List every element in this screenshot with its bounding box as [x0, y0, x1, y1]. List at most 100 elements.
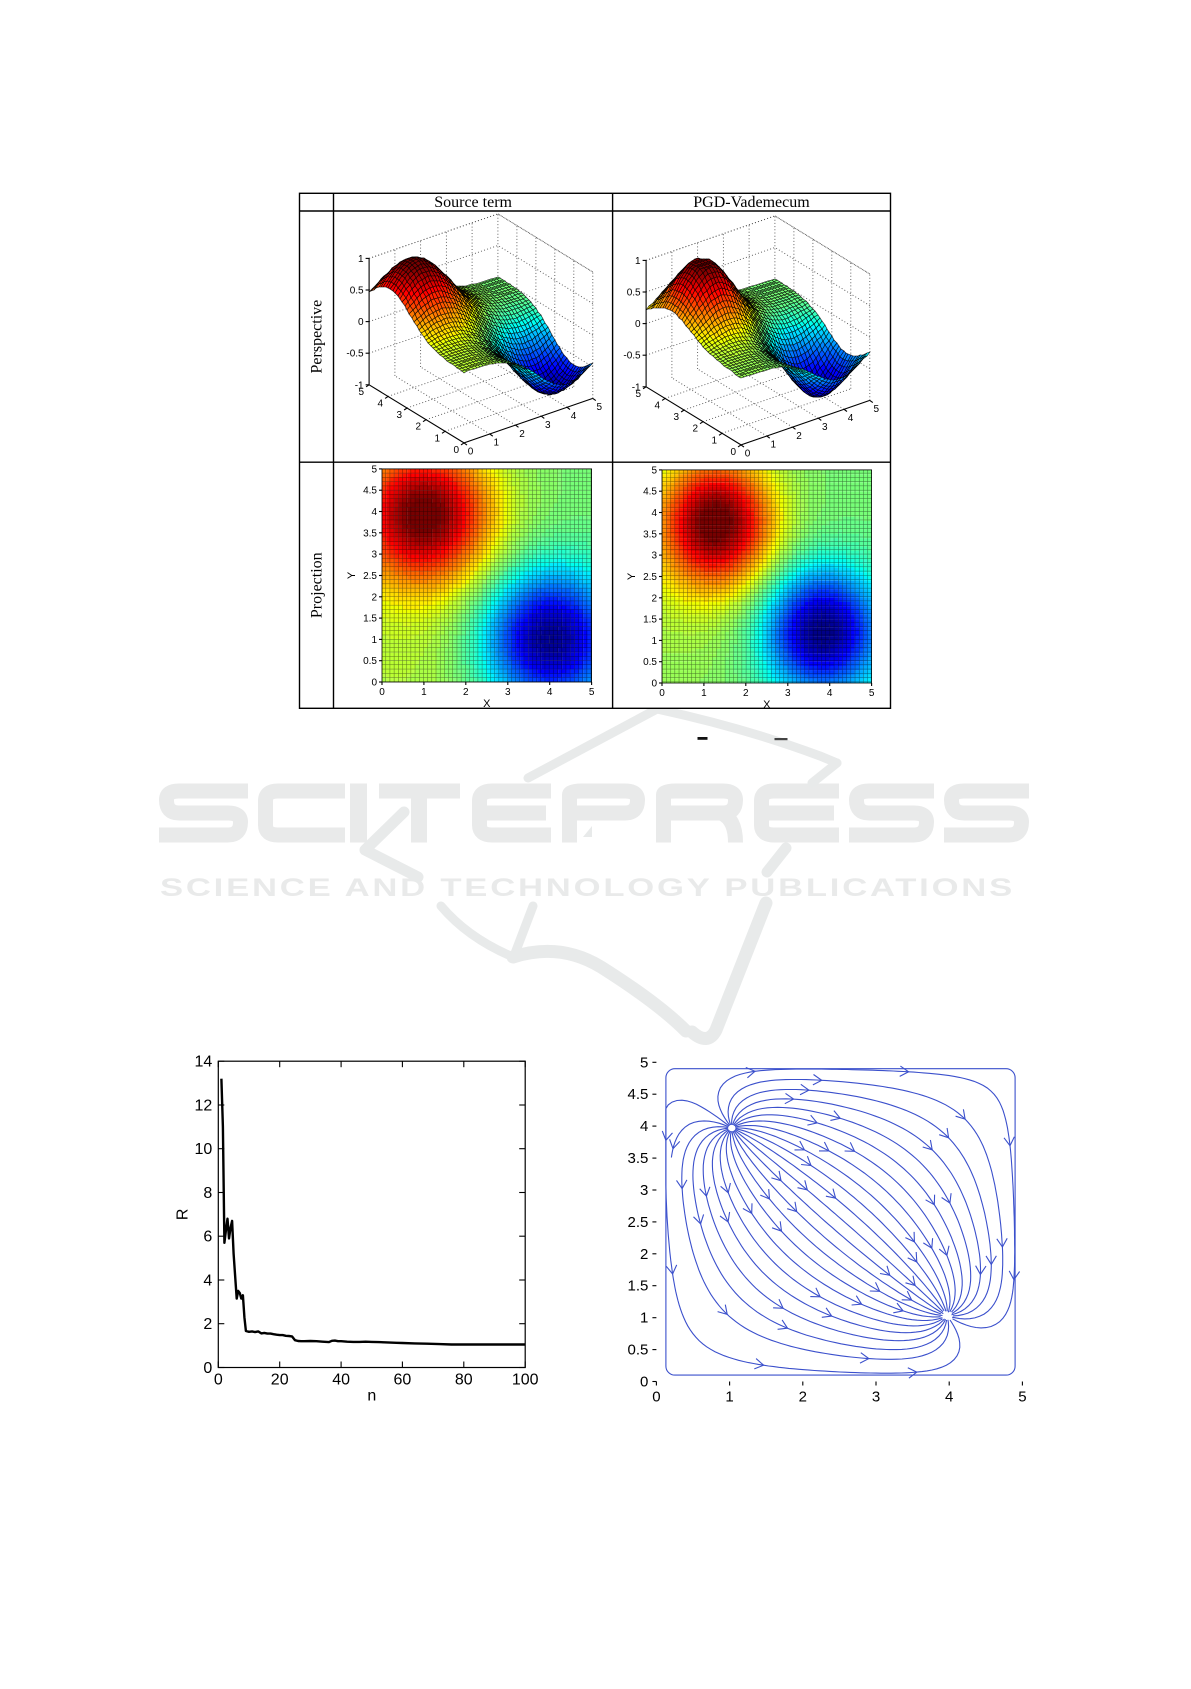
- svg-text:2: 2: [743, 688, 749, 699]
- svg-text:0: 0: [640, 1374, 648, 1391]
- svg-text:-0.5: -0.5: [623, 351, 641, 362]
- svg-text:3.5: 3.5: [643, 529, 657, 540]
- svg-text:1.5: 1.5: [628, 1278, 649, 1295]
- svg-text:1: 1: [494, 438, 500, 449]
- svg-text:60: 60: [394, 1372, 412, 1389]
- svg-text:1: 1: [358, 254, 364, 265]
- svg-text:2: 2: [796, 431, 802, 442]
- svg-text:0: 0: [635, 319, 641, 330]
- svg-text:0: 0: [214, 1372, 223, 1389]
- svg-text:5: 5: [1018, 1389, 1026, 1406]
- svg-text:1.5: 1.5: [643, 615, 657, 626]
- svg-text:0.5: 0.5: [627, 288, 641, 299]
- svg-text:0: 0: [203, 1360, 212, 1377]
- svg-text:1: 1: [635, 256, 641, 267]
- svg-text:3: 3: [785, 688, 791, 699]
- svg-text:3: 3: [651, 551, 657, 562]
- svg-text:2: 2: [640, 1246, 648, 1263]
- svg-text:3: 3: [640, 1182, 648, 1199]
- svg-text:0: 0: [379, 687, 385, 698]
- svg-text:4: 4: [640, 1118, 648, 1135]
- svg-text:3: 3: [505, 687, 511, 698]
- svg-text:5: 5: [597, 402, 603, 413]
- svg-text:3: 3: [371, 550, 377, 561]
- svg-text:5: 5: [869, 688, 875, 699]
- svg-text:0: 0: [453, 445, 459, 456]
- svg-text:8: 8: [203, 1185, 212, 1202]
- svg-text:-1: -1: [632, 382, 641, 393]
- svg-text:5: 5: [636, 389, 642, 400]
- svg-text:1: 1: [421, 687, 427, 698]
- svg-text:3: 3: [545, 420, 551, 431]
- svg-text:80: 80: [455, 1372, 473, 1389]
- svg-text:2.5: 2.5: [628, 1214, 649, 1231]
- svg-text:4: 4: [651, 508, 657, 519]
- svg-text:0.5: 0.5: [350, 286, 364, 297]
- svg-text:5: 5: [874, 404, 880, 415]
- svg-text:14: 14: [195, 1054, 213, 1071]
- svg-text:2: 2: [519, 429, 525, 440]
- svg-text:40: 40: [332, 1372, 350, 1389]
- svg-text:2: 2: [415, 422, 421, 433]
- svg-text:0: 0: [468, 447, 474, 458]
- svg-text:Source term: Source term: [434, 194, 512, 211]
- svg-text:0: 0: [745, 449, 751, 460]
- svg-text:R: R: [174, 1209, 191, 1221]
- svg-text:0: 0: [358, 317, 364, 328]
- svg-text:20: 20: [271, 1372, 289, 1389]
- svg-text:1: 1: [711, 435, 717, 446]
- svg-text:0: 0: [730, 447, 736, 458]
- svg-text:4.5: 4.5: [363, 486, 377, 497]
- svg-text:3: 3: [822, 422, 828, 433]
- svg-text:4: 4: [945, 1389, 953, 1406]
- svg-text:4: 4: [547, 687, 553, 698]
- svg-text:2.5: 2.5: [363, 571, 377, 582]
- svg-text:0.5: 0.5: [363, 656, 377, 667]
- svg-text:1: 1: [651, 636, 657, 647]
- svg-text:4: 4: [848, 413, 854, 424]
- svg-text:2: 2: [651, 593, 657, 604]
- svg-text:X: X: [763, 699, 771, 711]
- svg-text:4: 4: [571, 411, 577, 422]
- svg-text:Projection: Projection: [309, 552, 326, 618]
- svg-text:1: 1: [771, 440, 777, 451]
- svg-text:2: 2: [463, 687, 469, 698]
- svg-text:2: 2: [371, 592, 377, 603]
- svg-text:1.5: 1.5: [363, 614, 377, 625]
- svg-text:2.5: 2.5: [643, 572, 657, 583]
- svg-text:3: 3: [674, 412, 680, 423]
- svg-text:2: 2: [799, 1389, 807, 1406]
- svg-text:Perspective: Perspective: [309, 300, 326, 374]
- svg-text:Y: Y: [626, 572, 638, 580]
- svg-text:5: 5: [589, 687, 595, 698]
- svg-text:0: 0: [651, 679, 657, 690]
- svg-text:0: 0: [652, 1389, 660, 1406]
- svg-text:10: 10: [195, 1141, 213, 1158]
- svg-text:4: 4: [203, 1273, 212, 1290]
- svg-text:5: 5: [651, 465, 657, 476]
- svg-text:SCIENCE AND TECHNOLOGY PUBLICA: SCIENCE AND TECHNOLOGY PUBLICATIONS: [160, 874, 1015, 902]
- svg-text:5: 5: [371, 464, 377, 475]
- svg-text:4: 4: [378, 398, 384, 409]
- svg-text:3: 3: [872, 1389, 880, 1406]
- svg-text:1: 1: [434, 433, 440, 444]
- svg-text:-1: -1: [355, 380, 364, 391]
- svg-text:X: X: [483, 698, 491, 710]
- svg-text:0.5: 0.5: [628, 1342, 649, 1359]
- svg-text:n: n: [367, 1388, 376, 1405]
- svg-text:PGD-Vademecum: PGD-Vademecum: [693, 194, 810, 211]
- svg-text:0.5: 0.5: [643, 657, 657, 668]
- svg-text:1: 1: [371, 635, 377, 646]
- svg-text:6: 6: [203, 1229, 212, 1246]
- svg-text:5: 5: [640, 1054, 648, 1071]
- svg-text:2: 2: [692, 424, 698, 435]
- svg-text:-0.5: -0.5: [346, 349, 364, 360]
- svg-text:Y: Y: [346, 571, 358, 579]
- svg-text:0: 0: [371, 678, 377, 689]
- svg-text:3.5: 3.5: [628, 1150, 649, 1167]
- svg-text:1: 1: [701, 688, 707, 699]
- svg-text:4: 4: [827, 688, 833, 699]
- svg-text:3.5: 3.5: [363, 528, 377, 539]
- svg-text:0: 0: [659, 688, 665, 699]
- svg-text:4.5: 4.5: [643, 487, 657, 498]
